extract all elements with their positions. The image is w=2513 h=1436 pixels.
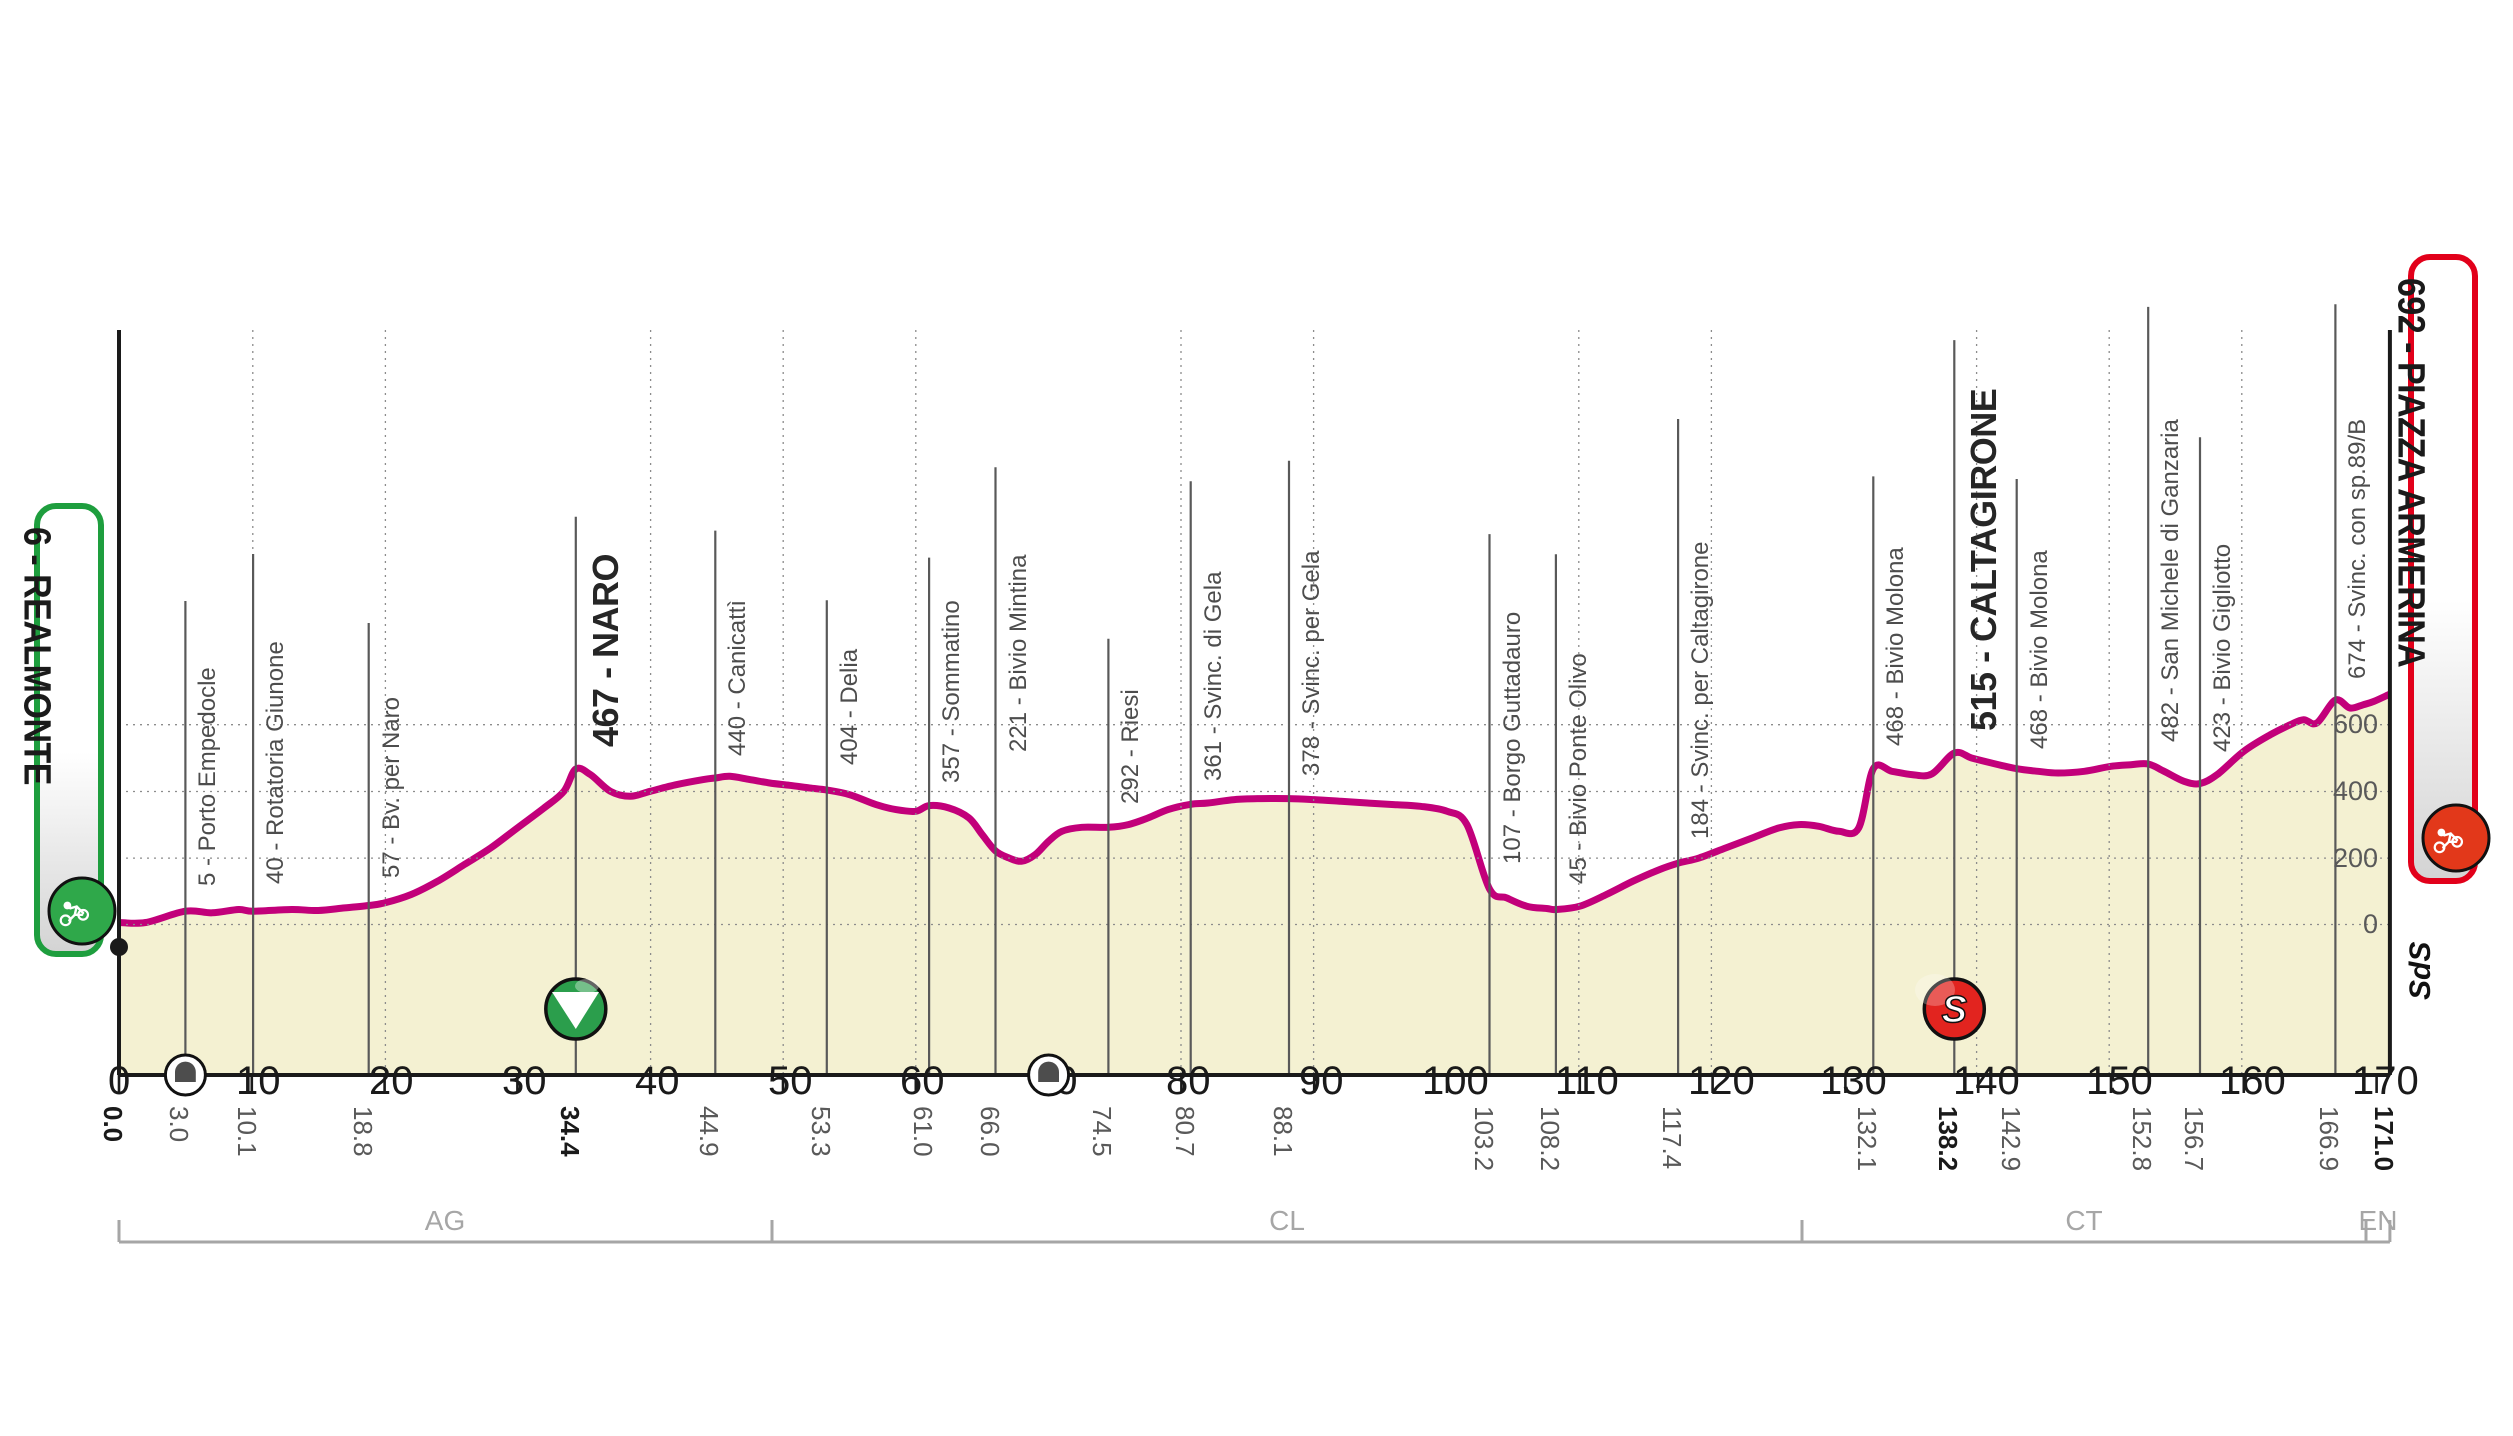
svg-text:140: 140 [1953,1059,2020,1103]
svg-text:100: 100 [1422,1059,1489,1103]
svg-text:SdS: SdS [2404,942,2437,1000]
svg-text:10: 10 [236,1059,281,1103]
svg-text:200: 200 [2333,843,2378,873]
svg-text:30: 30 [502,1059,547,1103]
svg-text:40: 40 [635,1059,680,1103]
svg-text:0: 0 [2363,909,2378,939]
svg-text:150: 150 [2086,1059,2153,1103]
svg-text:160: 160 [2219,1059,2286,1103]
svg-text:0: 0 [108,1059,130,1103]
svg-text:120: 120 [1688,1059,1755,1103]
svg-text:CL: CL [1269,1205,1305,1236]
svg-text:20: 20 [369,1059,414,1103]
svg-text:CT: CT [2065,1205,2102,1236]
svg-text:60: 60 [900,1059,945,1103]
svg-text:50: 50 [768,1059,813,1103]
svg-text:130: 130 [1820,1059,1887,1103]
svg-text:S: S [1942,989,1967,1031]
svg-text:400: 400 [2333,776,2378,806]
svg-text:110: 110 [1555,1059,1619,1103]
svg-text:AG: AG [425,1205,465,1236]
svg-text:170: 170 [2352,1059,2419,1103]
svg-text:80: 80 [1166,1059,1211,1103]
svg-text:90: 90 [1299,1059,1344,1103]
svg-text:EN: EN [2359,1205,2398,1236]
svg-text:600: 600 [2333,709,2378,739]
